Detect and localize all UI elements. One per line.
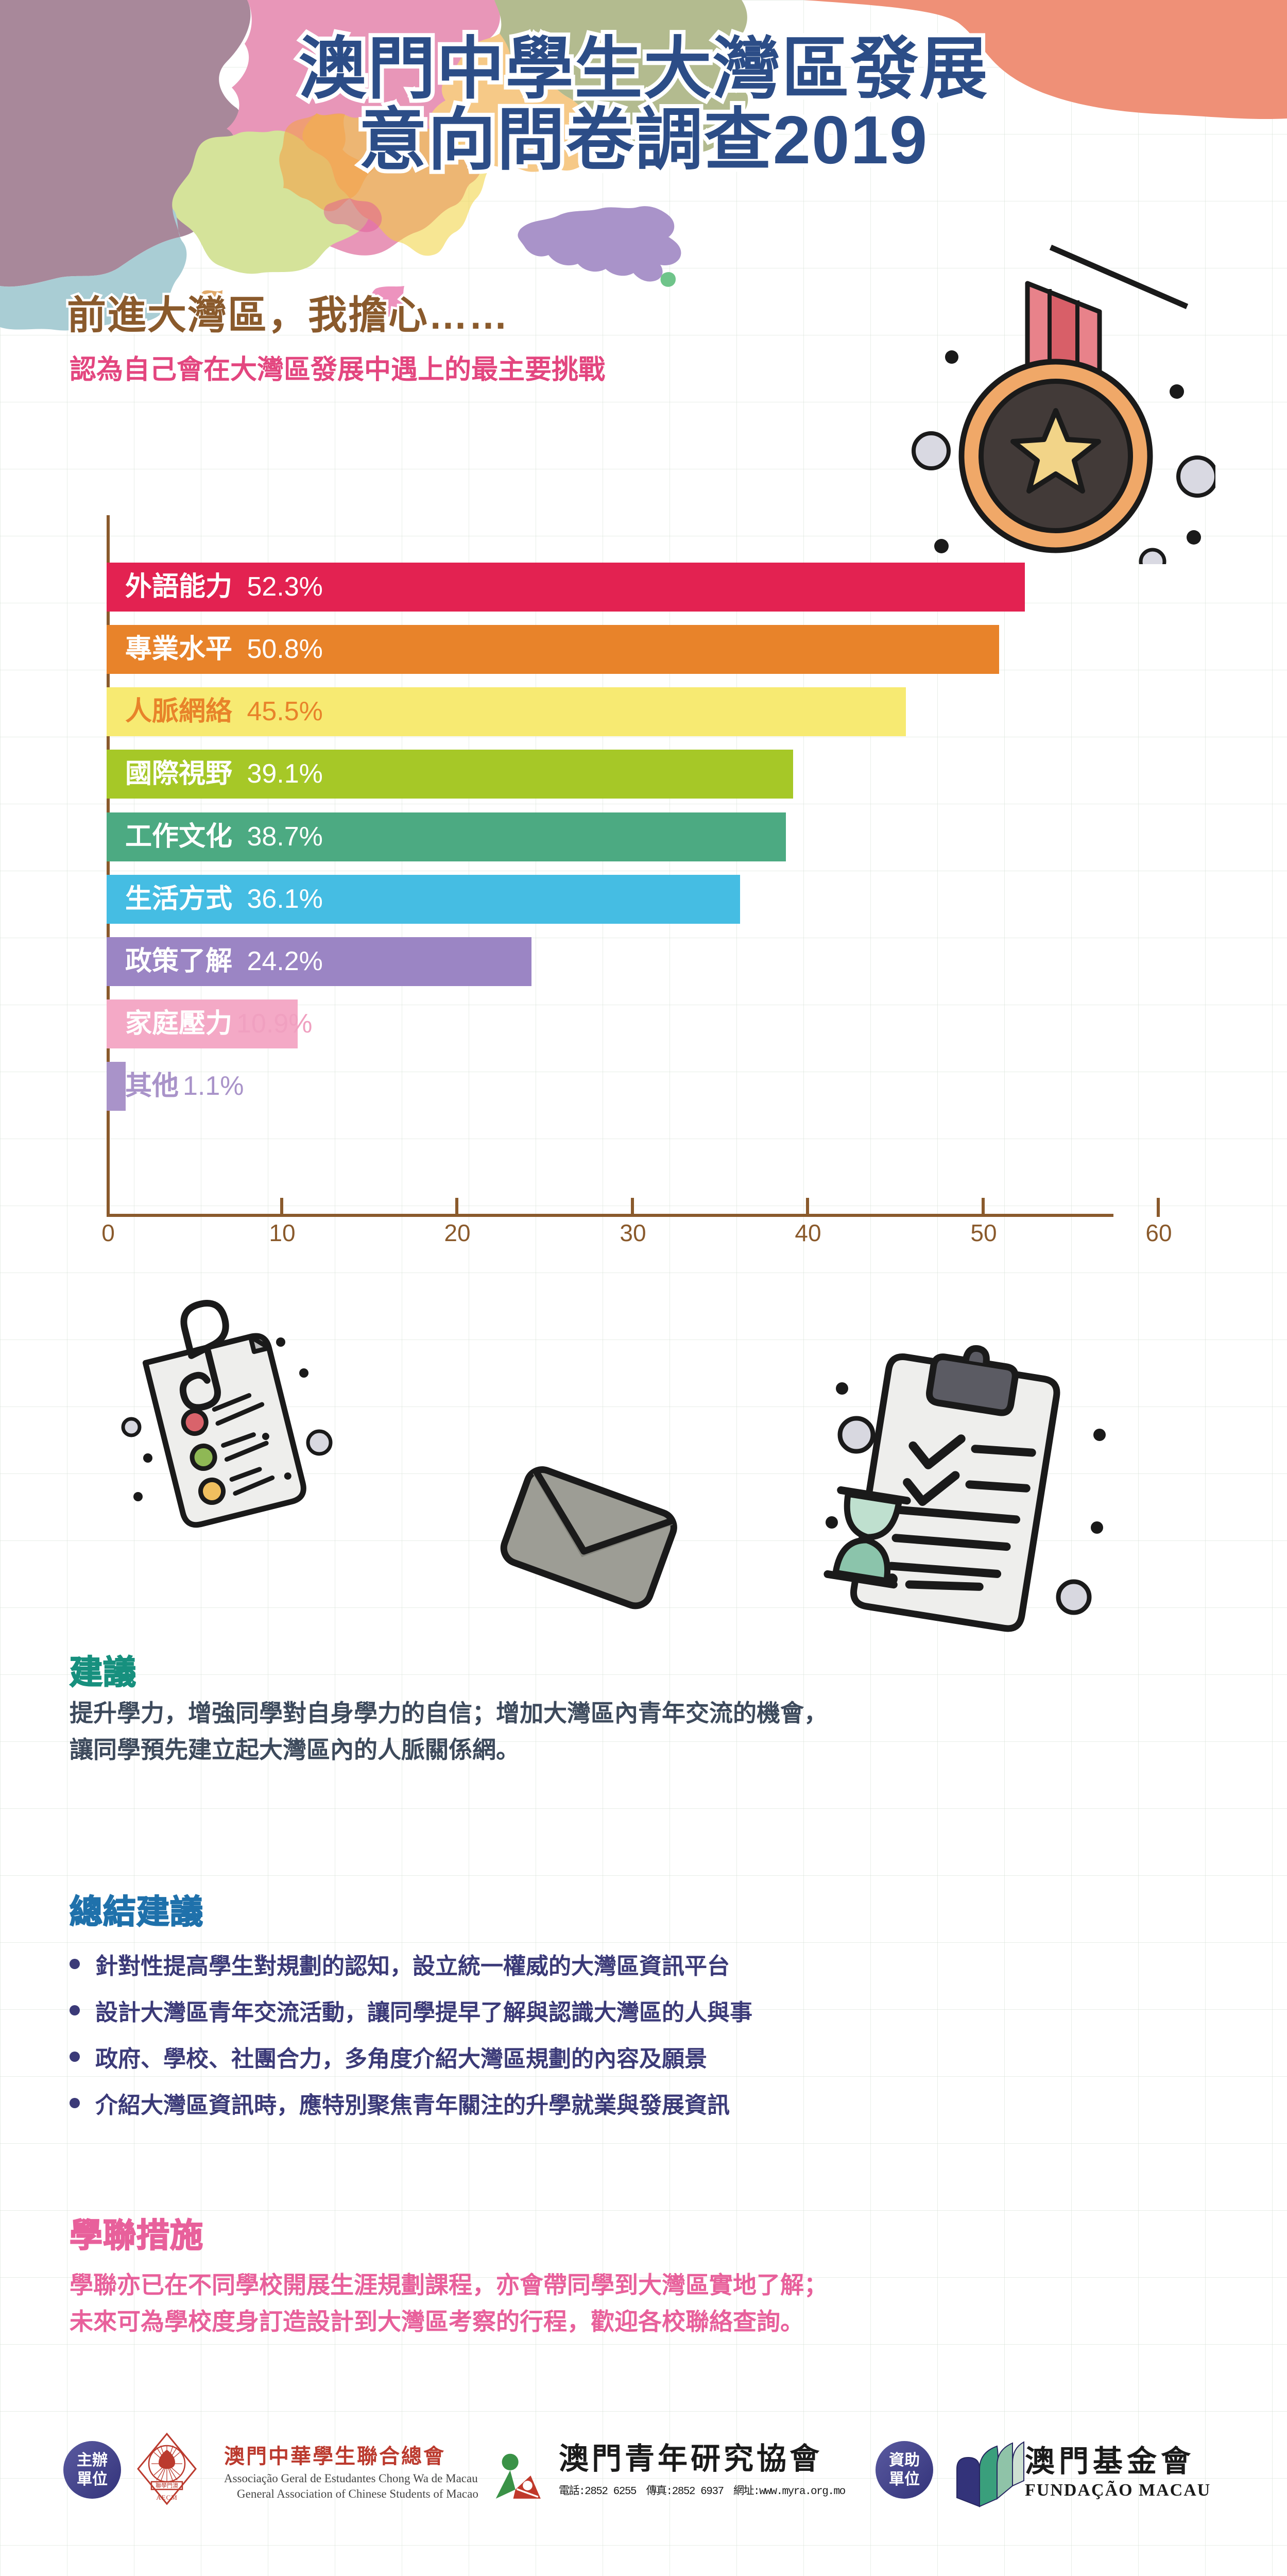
svg-text:AECM: AECM bbox=[156, 2494, 178, 2501]
svg-text:聯學門澳: 聯學門澳 bbox=[156, 2482, 178, 2489]
